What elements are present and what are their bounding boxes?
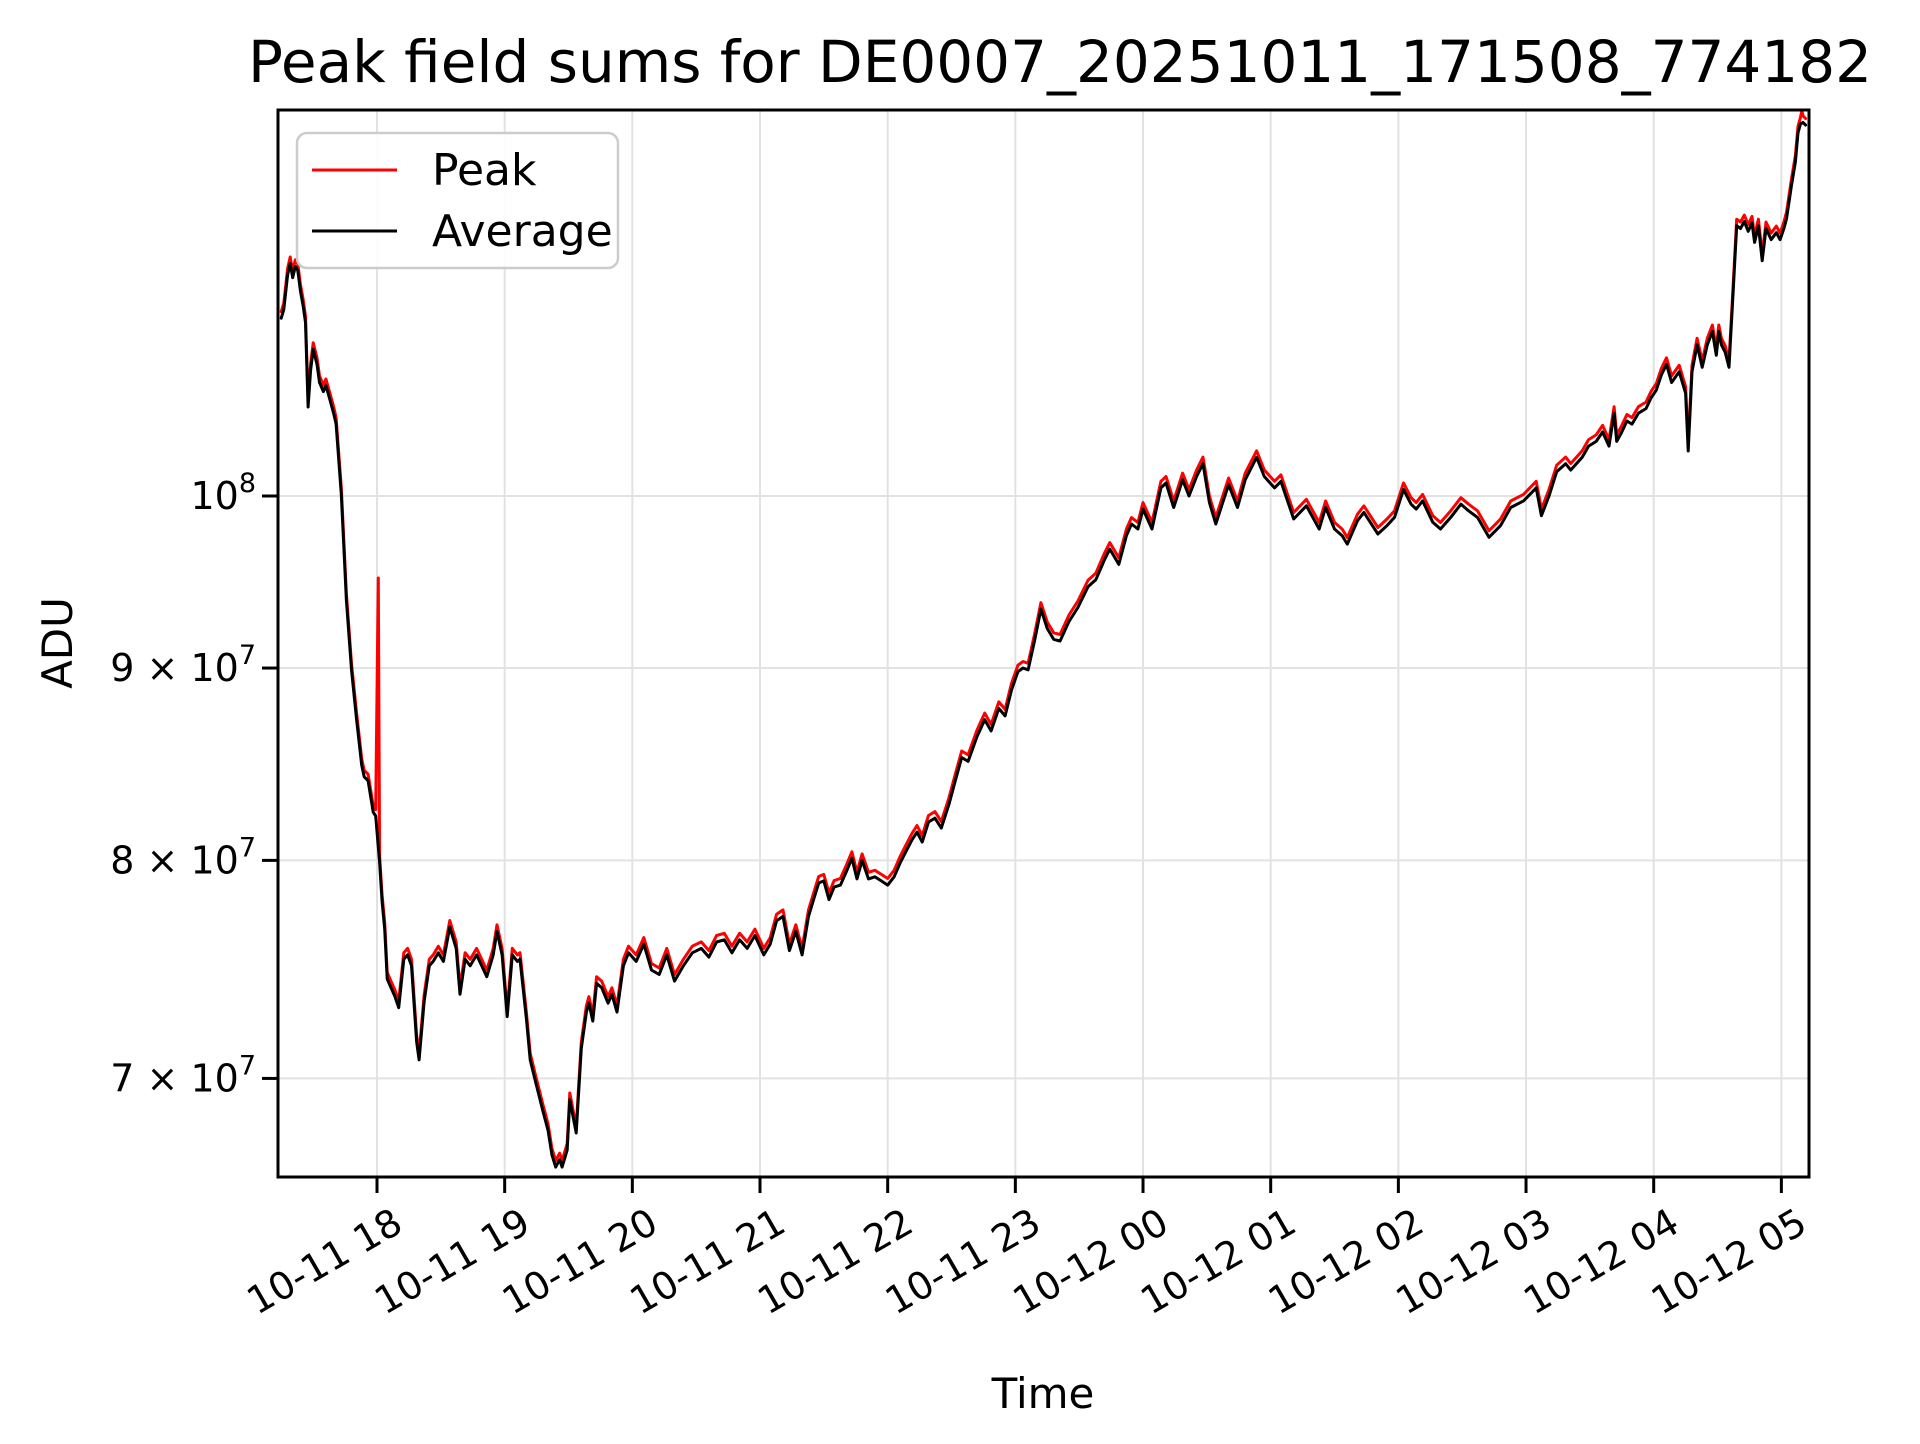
grid-layer — [278, 110, 1809, 1177]
series-layer — [279, 111, 1808, 1169]
plot-area — [278, 110, 1809, 1177]
legend-label-average: Average — [432, 206, 613, 257]
legend: Peak Average — [295, 131, 620, 270]
y-tick-label: 108 — [190, 468, 256, 518]
legend-label-peak: Peak — [432, 145, 537, 196]
y-tick-label: 9 × 107 — [110, 640, 256, 690]
axes-spines — [276, 108, 1811, 1179]
x-axis-label: Time — [991, 1369, 1095, 1418]
chart-title: Peak field sums for DE0007_20251011_1715… — [248, 28, 1872, 96]
y-tick-label: 7 × 107 — [110, 1050, 256, 1100]
legend-box — [295, 131, 620, 270]
series-line-peak — [279, 111, 1808, 1163]
series-line-average — [279, 121, 1808, 1169]
y-tick-label: 8 × 107 — [110, 832, 256, 882]
y-axis-label: ADU — [33, 597, 82, 689]
